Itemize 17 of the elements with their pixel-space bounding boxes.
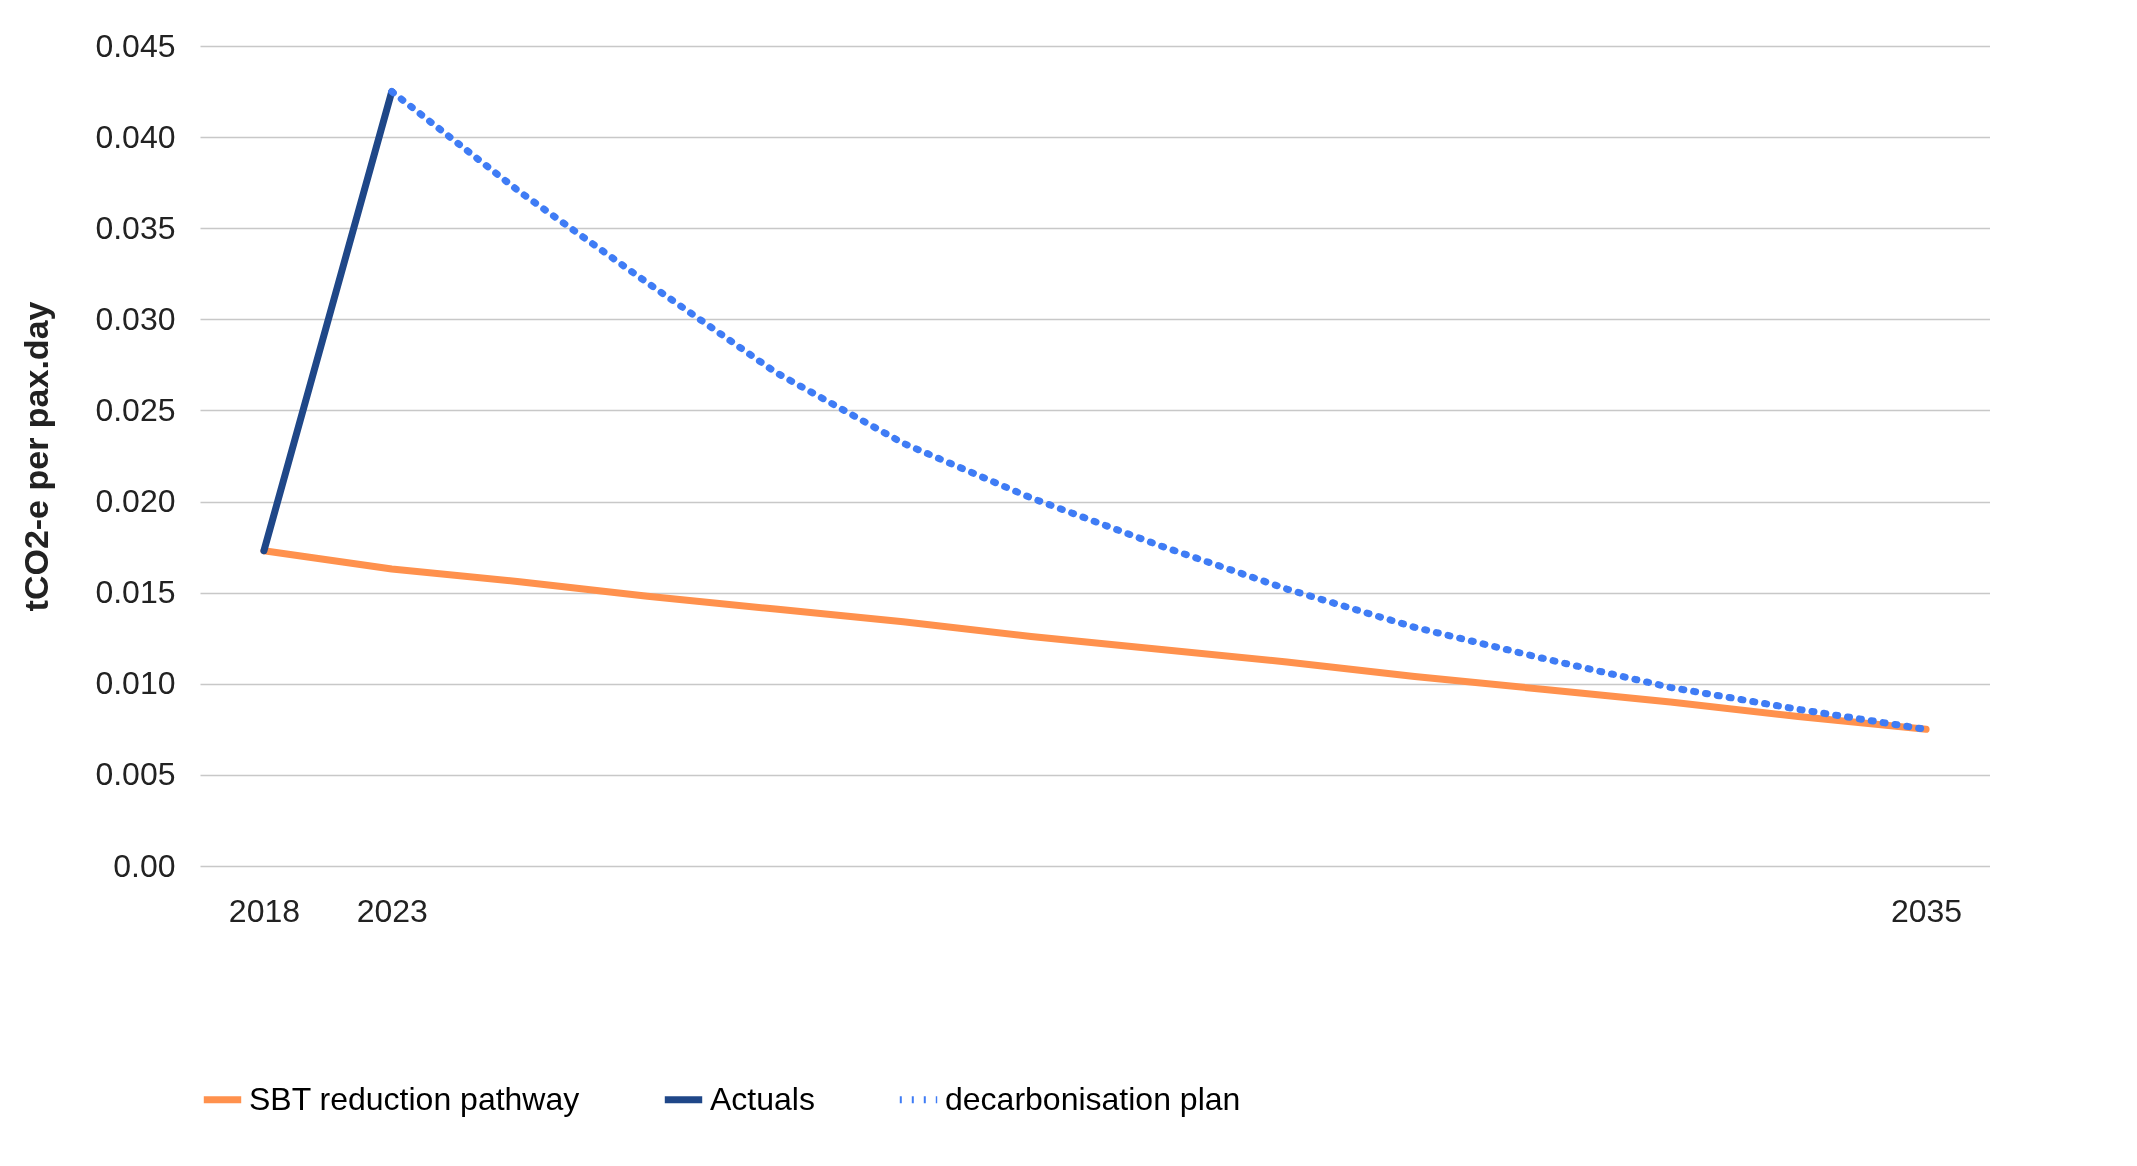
legend-label: SBT reduction pathway: [249, 1080, 580, 1117]
y-tick-label: 0.040: [95, 118, 176, 155]
y-tick-label: 0.030: [95, 300, 176, 337]
x-tick-label: 2035: [1890, 892, 1963, 929]
x-tick-label: 2018: [228, 892, 301, 929]
y-tick-label: 0.015: [95, 574, 176, 611]
legend-label: decarbonisation plan: [945, 1080, 1241, 1117]
y-tick-label: 0.045: [95, 27, 176, 64]
y-axis-title: tCO2-e per pax.day: [17, 301, 56, 612]
y-tick-label: 0.025: [95, 391, 176, 428]
y-tick-label: 0.005: [95, 756, 176, 793]
y-tick-label: 0.020: [95, 483, 176, 520]
x-tick-label: 2023: [356, 892, 428, 929]
legend-label: Actuals: [710, 1080, 815, 1117]
y-tick-label: 0.010: [95, 665, 176, 702]
y-tick-label: 0.035: [95, 209, 176, 246]
y-tick-label: 0.00: [113, 847, 176, 884]
